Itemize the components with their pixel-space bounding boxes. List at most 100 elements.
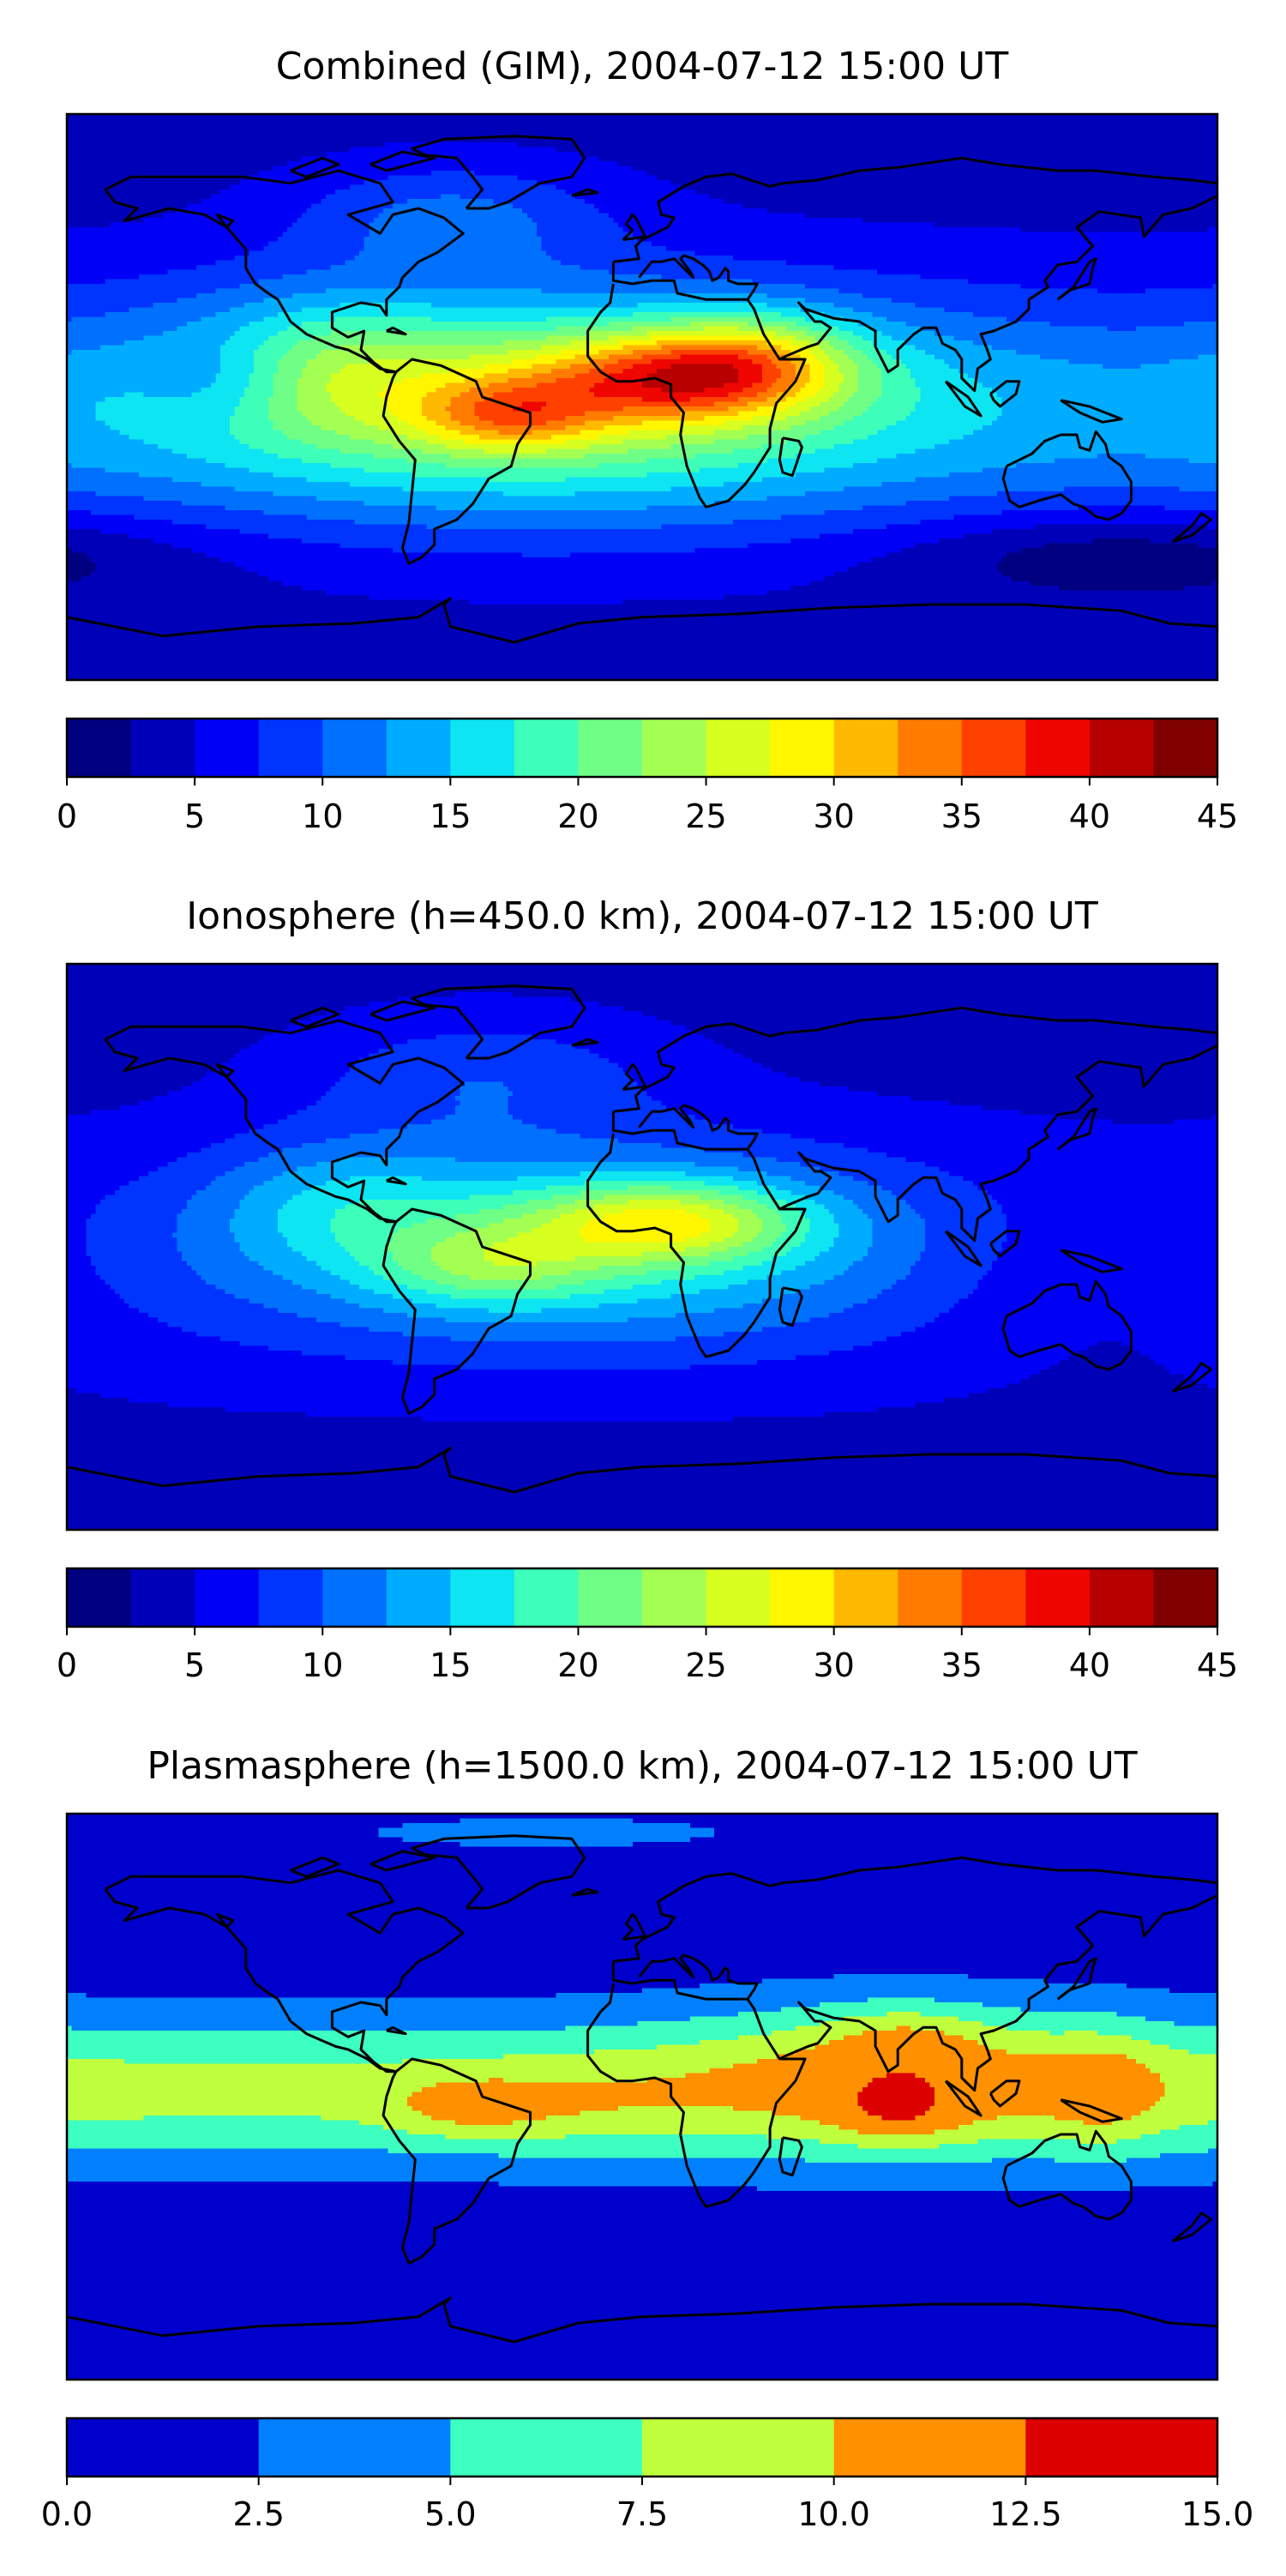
map-panel-3 (65, 1812, 1219, 2381)
colorbar-tick-label: 35 (941, 797, 983, 835)
colorbar-1: 0 5 10 15 20 25 30 35 40 45 (57, 717, 1238, 835)
coastline (1171, 512, 1212, 544)
colorbar-tick-label: 25 (685, 1646, 726, 1684)
colorbar-swatch (578, 719, 643, 777)
colorbar-swatch (1025, 1568, 1091, 1627)
coastline (1056, 1957, 1097, 2001)
coastline (1060, 399, 1123, 424)
colorbar-tick-label: 45 (1197, 797, 1238, 835)
colorbar-tick-label: 10 (302, 797, 343, 835)
colorbar-swatch (322, 719, 388, 777)
coastline (778, 2136, 803, 2177)
field-raster (67, 964, 1217, 1530)
colorbar-swatch (770, 1568, 835, 1627)
coastline (215, 1062, 235, 1079)
colorbar-swatch (258, 2418, 451, 2477)
colorbar-tick-label: 0 (57, 797, 77, 835)
chart-title-1: Combined (GIM), 2004-07-12 15:00 UT (276, 45, 1009, 88)
colorbar-tick-label: 10 (302, 1646, 343, 1684)
colorbar-swatch (578, 1568, 643, 1627)
coastline (386, 326, 407, 336)
coastline (411, 984, 586, 1060)
colorbar-tick-label: 2.5 (232, 2495, 284, 2533)
coastline (370, 150, 436, 172)
coastline (215, 213, 235, 229)
colorbar-tick-label: 15.0 (1181, 2495, 1254, 2533)
coastline (290, 156, 340, 178)
colorbar-tick-label: 25 (685, 797, 726, 835)
colorbar-tick-label: 15 (430, 1646, 471, 1684)
coastline (571, 1038, 599, 1047)
colorbar-tick-label: 12.5 (989, 2495, 1062, 2533)
colorbar-swatch (195, 1568, 260, 1627)
colorbar-tick-label: 20 (557, 797, 598, 835)
colorbar-swatch (706, 719, 771, 777)
colorbar-swatch (386, 1568, 451, 1627)
coastline (215, 1912, 235, 1929)
colorbar-swatch (1153, 1568, 1218, 1627)
colorbar-swatch (67, 719, 132, 777)
colorbar-tick-label: 40 (1069, 1646, 1110, 1684)
colorbar-swatch (450, 2418, 643, 2477)
coastline (1060, 1249, 1123, 1273)
coastline (1056, 257, 1097, 301)
coastline (944, 2079, 983, 2117)
colorbar-swatch (258, 719, 323, 777)
coastline (613, 1856, 1217, 1963)
colorbar-tick-label: 45 (1197, 1646, 1238, 1684)
colorbar-swatch (322, 1568, 388, 1627)
colorbar-swatch (898, 1568, 963, 1627)
coastline (613, 1006, 1217, 1113)
colorbar-swatch (450, 719, 515, 777)
coastline (382, 1207, 532, 1415)
colorbar-tick-label: 5 (184, 797, 205, 835)
map-frame (65, 962, 1219, 1532)
colorbar-swatch (67, 2418, 260, 2477)
colorbar-swatch (898, 719, 963, 777)
colorbar-tick-label: 40 (1069, 797, 1110, 835)
coastline (386, 2025, 407, 2036)
coastline (411, 135, 586, 210)
coastline (67, 597, 1217, 644)
coastline (67, 2296, 1217, 2344)
colorbar-swatch (1025, 2418, 1218, 2477)
field-raster (67, 114, 1217, 680)
coastline (622, 1912, 647, 1941)
coastline (370, 1000, 436, 1022)
colorbar-swatch (514, 1568, 580, 1627)
colorbar-tick-label: 20 (557, 1646, 598, 1684)
colorbar-2: 0 5 10 15 20 25 30 35 40 45 (57, 1567, 1238, 1684)
colorbar-swatch (642, 1568, 707, 1627)
coastline (1001, 2129, 1133, 2221)
coastline (411, 1834, 586, 1910)
colorbar-swatch (258, 1568, 323, 1627)
coastline (622, 1062, 647, 1092)
colorbar-tick-label: 15 (430, 797, 471, 835)
coastline (586, 1111, 807, 1358)
coastline (638, 1953, 759, 2001)
coastline (989, 2079, 1021, 2108)
coastline (1056, 1107, 1097, 1151)
colorbar-tick-label: 30 (813, 1646, 854, 1684)
coastline (778, 436, 803, 478)
colorbar-tick-label: 5 (184, 1646, 205, 1684)
colorbar-tick-label: 0 (57, 1646, 77, 1684)
coastline (104, 1869, 465, 2073)
coastline (386, 1176, 407, 1186)
coastline (778, 1286, 803, 1327)
coastline (290, 1006, 340, 1028)
colorbar-frame (65, 1567, 1219, 1628)
colorbar-tick-label: 10.0 (797, 2495, 870, 2533)
map-panel-1 (65, 112, 1219, 682)
coastline (586, 1961, 807, 2208)
colorbar-swatch (770, 719, 835, 777)
colorbar-swatch (833, 719, 898, 777)
coastline (613, 156, 1217, 263)
colorbar-swatch (1089, 719, 1155, 777)
colorbar-tick-label: 0.0 (41, 2495, 93, 2533)
coastline (1171, 1362, 1212, 1393)
coastline (1001, 430, 1133, 521)
coastline (989, 1230, 1021, 1258)
colorbar-tick-label: 35 (941, 1646, 983, 1684)
